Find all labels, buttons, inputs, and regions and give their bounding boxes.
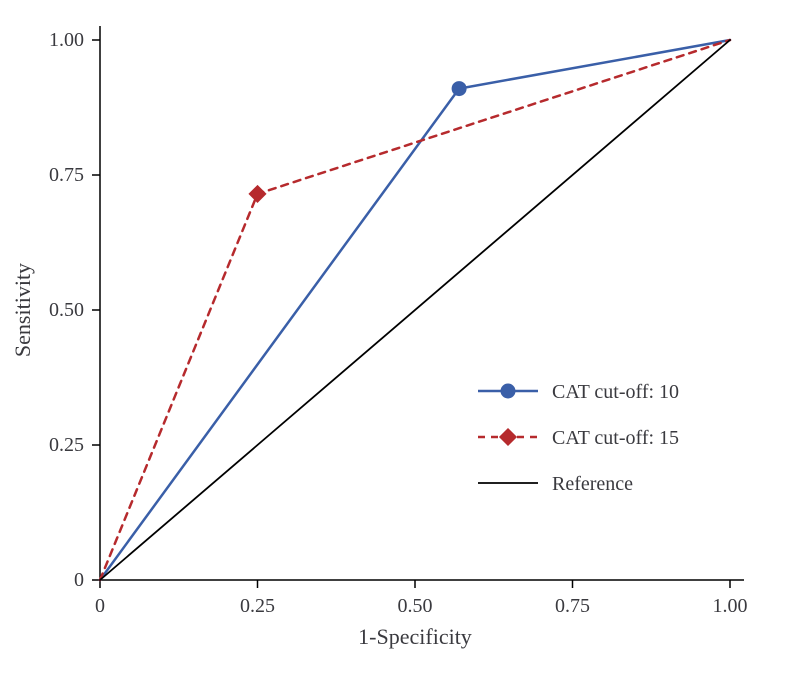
y-tick-label: 0: [74, 569, 84, 591]
y-tick-label: 0.25: [49, 434, 84, 456]
x-tick-label: 0.75: [555, 595, 590, 617]
x-tick-label: 0: [95, 595, 105, 617]
legend-label-1: CAT cut-off: 15: [552, 427, 679, 449]
x-tick-label: 0.50: [398, 595, 433, 617]
chart-background: [0, 0, 794, 687]
roc-chart: 0 0.25 0.50 0.75 1.00 0 0.25 0.50 0.75 1.00 1-Spec…: [0, 0, 794, 687]
legend-label-0: CAT cut-off: 10: [552, 381, 679, 403]
marker-0: [452, 82, 466, 96]
x-tick-label: 0.25: [240, 595, 275, 617]
y-tick-label: 1.00: [49, 29, 84, 51]
y-axis-title: Sensitivity: [10, 263, 35, 357]
legend-label-2: Reference: [552, 473, 633, 495]
marker-legend-0: [501, 384, 515, 398]
x-axis-title: 1-Specificity: [358, 624, 472, 649]
y-tick-label: 0.75: [49, 164, 84, 186]
y-tick-label: 0.50: [49, 299, 84, 321]
chart-svg: 0 0.25 0.50 0.75 1.00 0 0.25 0.50 0.75 1.00 1-Spec…: [0, 0, 794, 687]
x-tick-label: 1.00: [713, 595, 748, 617]
